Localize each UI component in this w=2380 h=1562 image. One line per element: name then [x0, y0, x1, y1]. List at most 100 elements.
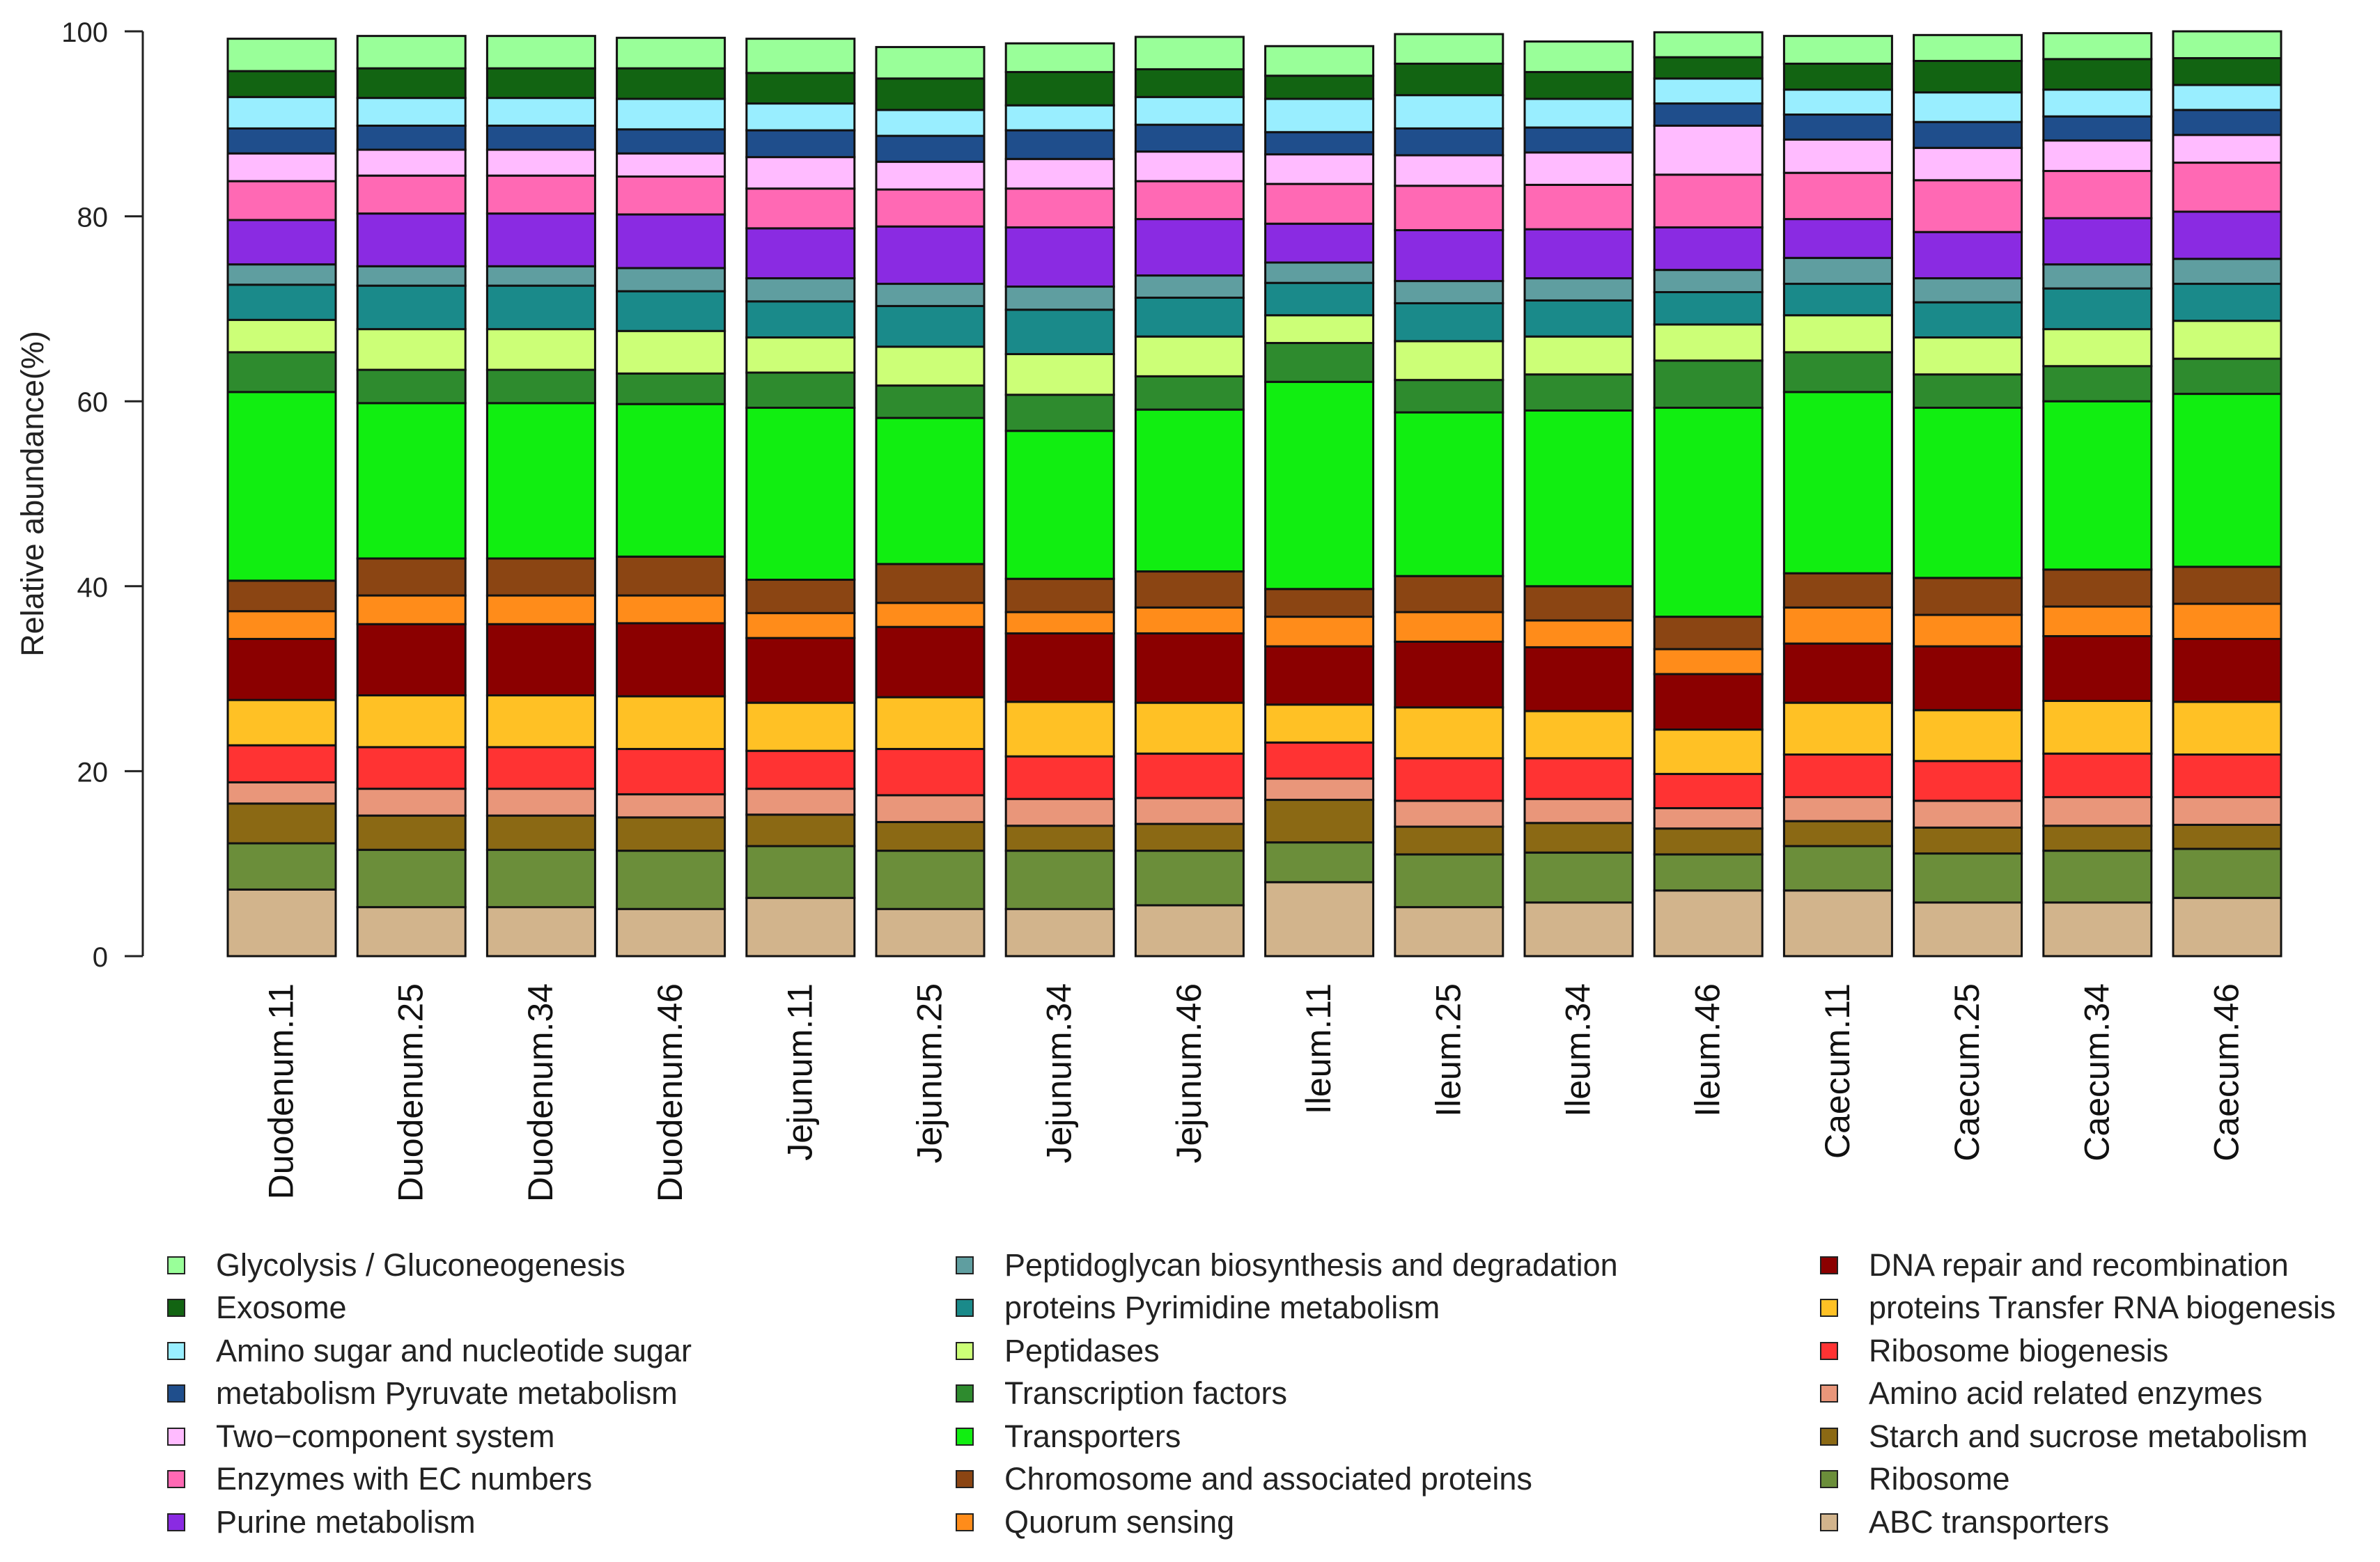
legend-item: Chromosome and associated proteins — [956, 1458, 1618, 1501]
bar-segment — [2042, 752, 2153, 799]
bar-segment — [745, 72, 856, 105]
bar-stack-duodenum-46 — [616, 36, 726, 958]
legend-column: DNA repair and recombination proteins Tra… — [1820, 1244, 2335, 1544]
bar-segment — [1523, 126, 1634, 154]
bar-segment — [485, 788, 596, 817]
bar-segment — [745, 788, 856, 816]
bar-segment — [2042, 850, 2153, 904]
bar-segment — [485, 623, 596, 697]
bar-segment — [2172, 258, 2282, 286]
bar-segment — [2042, 328, 2153, 368]
bar-segment — [1134, 68, 1245, 98]
bar-segment — [1913, 406, 2023, 579]
bar-segment — [1134, 274, 1245, 299]
legend-label: Amino acid related enzymes — [1869, 1375, 2263, 1412]
bar-segment — [356, 788, 467, 817]
bar-segment — [1394, 757, 1504, 802]
bar-segment — [226, 610, 337, 640]
bar-segment — [1264, 182, 1375, 225]
bar-segment — [226, 95, 337, 130]
bar-segment — [745, 749, 856, 790]
bar-segment — [1913, 760, 2023, 802]
bar-segment — [356, 906, 467, 958]
bar-segment — [875, 345, 986, 387]
legend-label: Peptidases — [1004, 1332, 1160, 1368]
y-axis: 0 20 40 60 80 100 — [61, 17, 144, 973]
bar-segment — [875, 907, 986, 958]
bar-segment — [2042, 635, 2153, 702]
bar-segment — [2042, 32, 2153, 61]
bar-segment — [875, 748, 986, 797]
bar-segment — [1264, 45, 1375, 77]
bar-segment — [1264, 799, 1375, 844]
bar-stack-duodenum-11 — [226, 38, 337, 958]
bar-segment — [875, 134, 986, 163]
bar-segment — [1913, 901, 2023, 958]
x-tick-label: Jejunum.46 — [1169, 983, 1208, 1164]
bar-segment — [356, 623, 467, 697]
bar-segment — [1913, 709, 2023, 763]
bar-stack-ileum-25 — [1394, 33, 1504, 958]
bar-stack-ileum-34 — [1523, 40, 1634, 958]
bar-segment — [2042, 287, 2153, 331]
bar-segment — [1653, 728, 1764, 775]
bar-segment — [1653, 889, 1764, 958]
bar-segment — [356, 212, 467, 267]
legend-swatch — [1820, 1384, 1838, 1403]
bar-segment — [1523, 901, 1634, 958]
legend-label: Chromosome and associated proteins — [1004, 1461, 1532, 1497]
bar-stack-duodenum-25 — [356, 35, 467, 958]
legend-item: Ribosome — [1820, 1458, 2335, 1501]
legend-label: metabolism Pyruvate metabolism — [216, 1375, 678, 1412]
bar-segment — [1653, 56, 1764, 80]
bar-segment — [356, 594, 467, 625]
bar-segment — [1782, 35, 1893, 65]
bar-segment — [356, 35, 467, 70]
bar-segment — [1913, 799, 2023, 829]
bar-segment — [485, 265, 596, 287]
legend-swatch — [956, 1341, 974, 1360]
bar-segment — [875, 602, 986, 628]
bar-segment — [745, 813, 856, 848]
bar-segment — [1523, 277, 1634, 302]
bar-segment — [2042, 699, 2153, 755]
bar-segment — [1264, 261, 1375, 284]
bar-segment — [1134, 904, 1245, 958]
bar-segment — [1264, 841, 1375, 884]
bar-segment — [2172, 637, 2282, 703]
y-tick-label: 20 — [77, 757, 109, 788]
bar-segment — [356, 746, 467, 790]
bar-segment — [1394, 825, 1504, 856]
bar-segment — [485, 746, 596, 790]
bar-segment — [1134, 850, 1245, 907]
bar-segment — [2172, 701, 2282, 756]
bar-segment — [1134, 296, 1245, 338]
bar-stack-caecum-46 — [2172, 30, 2282, 958]
bar-segment — [2042, 170, 2153, 219]
x-tick-label: Duodenum.11 — [262, 983, 301, 1199]
bar-segment — [1913, 146, 2023, 182]
bar-segment — [1134, 375, 1245, 411]
bar-segment — [1394, 154, 1504, 187]
bar-segment — [1004, 393, 1115, 432]
bar-segment — [875, 160, 986, 191]
bar-segment — [2172, 393, 2282, 568]
bar-segment — [2172, 848, 2282, 899]
bar-segment — [1913, 852, 2023, 904]
bar-segment — [875, 46, 986, 80]
bar-segment — [2172, 162, 2282, 213]
bar-segment — [1913, 301, 2023, 339]
bar-stack-caecum-11 — [1782, 35, 1893, 958]
bar-stack-caecum-25 — [1913, 33, 2023, 958]
legend-label: Exosome — [216, 1290, 347, 1326]
bar-segment — [2172, 320, 2282, 360]
bar-segment — [1913, 120, 2023, 149]
bar-segment — [1913, 336, 2023, 376]
bar-segment — [1394, 611, 1504, 643]
legend-label: Starch and sucrose metabolism — [1869, 1418, 2308, 1454]
bar-segment — [745, 187, 856, 230]
bar-segment — [616, 695, 726, 751]
bar-segment — [2042, 796, 2153, 827]
bar-segment — [1394, 575, 1504, 614]
bar-segment — [2172, 210, 2282, 260]
